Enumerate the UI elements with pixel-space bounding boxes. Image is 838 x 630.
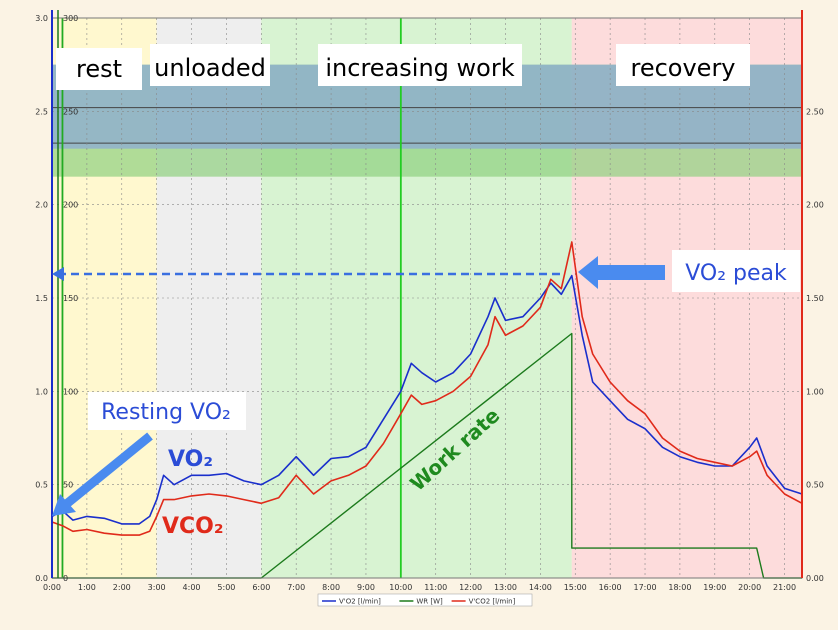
y-mid-tick-label: 50	[63, 481, 73, 490]
x-tick-label: 20:00	[738, 583, 761, 592]
vo2-peak-arrow	[578, 256, 665, 289]
series-line-2	[52, 332, 802, 579]
chart-legend: V'O2 [l/min] WR [W] V'CO2 [l/min]	[317, 593, 533, 607]
increasing-label-box	[318, 44, 522, 86]
x-tick-label: 21:00	[773, 583, 796, 592]
y-right-tick-label: 0.00	[806, 574, 824, 583]
x-tick-label: 3:00	[148, 583, 166, 592]
phase-label-increasing: increasing work	[325, 54, 514, 82]
vco2-series-label: VCO₂	[162, 514, 224, 539]
legend-item-label: V'CO2 [l/min]	[469, 598, 516, 606]
vo2-series-label: VO₂	[168, 447, 213, 472]
x-tick-label: 1:00	[78, 583, 96, 592]
resting-vo2-label: Resting VO₂	[101, 400, 231, 425]
y-left-tick-label: 2.5	[35, 107, 48, 116]
x-tick-label: 6:00	[252, 583, 270, 592]
y-left-tick-label: 1.0	[35, 387, 48, 396]
x-tick-label: 9:00	[357, 583, 375, 592]
y-mid-tick-label: 100	[63, 387, 78, 396]
phase-label-rest: rest	[76, 55, 122, 83]
x-tick-label: 2:00	[113, 583, 131, 592]
y-mid-tick-label: 0	[63, 574, 68, 583]
y-right-tick-label: 2.00	[806, 201, 824, 210]
y-mid-tick-label: 250	[63, 107, 78, 116]
resting-vo2-arrow-shaft	[61, 432, 153, 510]
x-tick-label: 15:00	[564, 583, 587, 592]
rest-label-box	[56, 48, 142, 90]
recovery-label-box	[616, 44, 750, 86]
legend-box	[317, 593, 533, 607]
x-tick-label: 18:00	[668, 583, 691, 592]
y-left-tick-label: 3.0	[35, 14, 48, 23]
x-tick-label: 8:00	[322, 583, 340, 592]
phase-label-unloaded: unloaded	[154, 54, 266, 82]
unloaded-label-box	[150, 44, 270, 86]
legend-item-label: V'O2 [l/min]	[339, 598, 381, 606]
y-left-tick-label: 0.5	[35, 481, 48, 490]
y-mid-tick-label: 200	[63, 201, 78, 210]
phase-label-recovery: recovery	[630, 54, 735, 82]
y-left-tick-label: 0.0	[35, 574, 48, 583]
x-tick-label: 11:00	[424, 583, 447, 592]
y-mid-tick-label: 150	[63, 294, 78, 303]
series-line-1	[51, 241, 803, 536]
vo2-peak-label-box	[672, 250, 800, 292]
y-left-tick-label: 1.5	[35, 294, 48, 303]
x-tick-label: 17:00	[633, 583, 656, 592]
x-tick-label: 7:00	[287, 583, 305, 592]
x-tick-label: 5:00	[217, 583, 235, 592]
resting-vo2-arrowhead	[52, 494, 76, 516]
x-tick-label: 19:00	[703, 583, 726, 592]
y-right-tick-label: 2.50	[806, 107, 824, 116]
legend-item-label: WR [W]	[416, 598, 443, 606]
x-tick-label: 10:00	[389, 583, 412, 592]
vo2-peak-label: VO₂ peak	[685, 261, 787, 286]
y-mid-tick-label: 300	[63, 14, 78, 23]
x-tick-label: 4:00	[183, 583, 201, 592]
x-tick-label: 14:00	[529, 583, 552, 592]
y-right-tick-label: 1.50	[806, 294, 824, 303]
x-tick-label: 13:00	[494, 583, 517, 592]
vo2-peak-dash-arrowhead	[52, 267, 64, 281]
resting-vo2-label-box	[88, 392, 246, 430]
y-right-tick-label: 1.00	[806, 387, 824, 396]
y-left-tick-label: 2.0	[35, 201, 48, 210]
y-right-tick-label: 0.50	[806, 481, 824, 490]
x-tick-label: 16:00	[599, 583, 622, 592]
series-line-0	[51, 274, 803, 525]
x-tick-label: 0:00	[43, 583, 61, 592]
x-tick-label: 12:00	[459, 583, 482, 592]
